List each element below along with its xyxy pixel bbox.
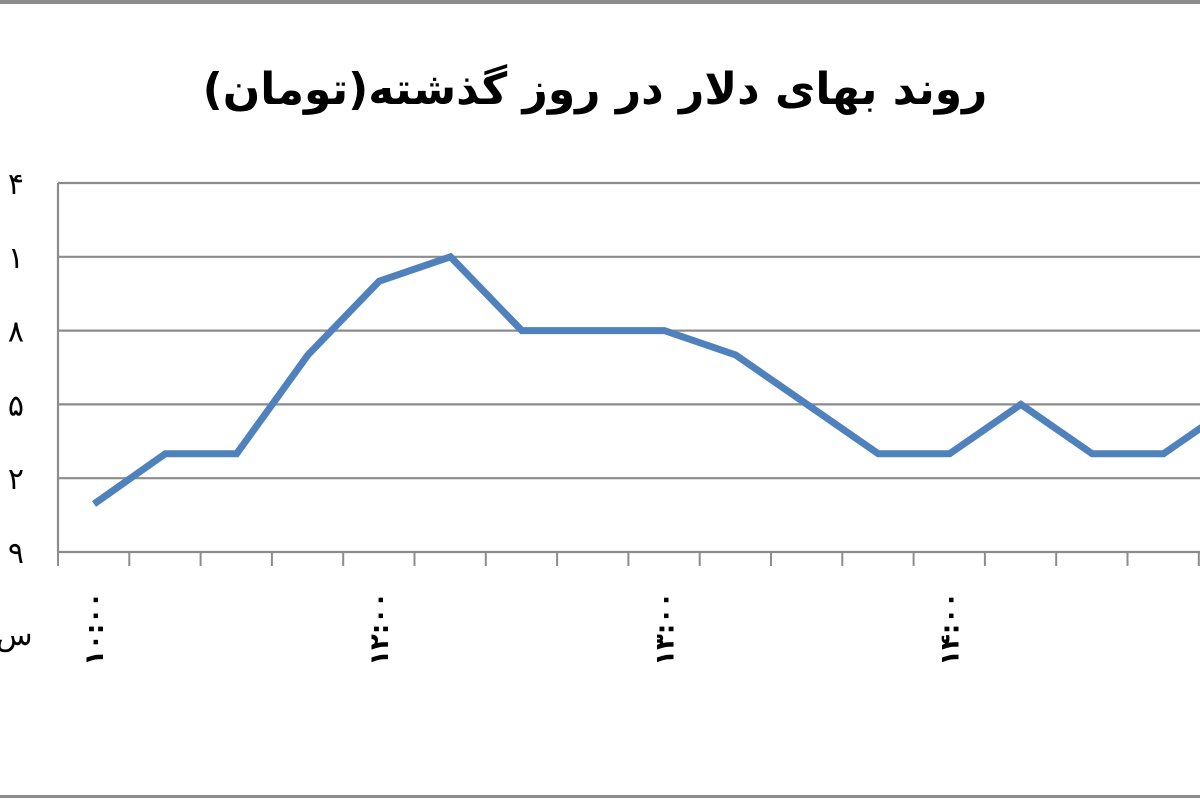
tick-labels: ۹ ۲ ۵ ۸ ۱ ۴ ۱۰:۰۰ ۱۲:۰۰ ۱۳:۰۰ ۱۴:۰۰ س — [0, 167, 966, 666]
x-tick-label: ۱۰:۰۰ — [80, 592, 110, 666]
x-tick-label: ۱۲:۰۰ — [365, 592, 395, 666]
series-layer — [91, 252, 1200, 507]
series-line — [91, 252, 1200, 507]
x-tick-label: ۱۳:۰۰ — [650, 592, 680, 666]
y-tick-label: ۹ — [8, 536, 24, 571]
axes — [56, 183, 1200, 566]
chart-frame-top — [0, 0, 1200, 4]
x-axis-edge-label: س — [0, 618, 33, 653]
x-tick-label: ۱۴:۰۰ — [936, 592, 966, 666]
y-tick-label: ۱ — [8, 241, 24, 276]
y-tick-label: ۲ — [8, 462, 24, 497]
chart-frame-bottom — [0, 795, 1200, 798]
chart-title: روند بهای دلار در روز گذشته(تومان) — [202, 64, 988, 115]
y-tick-label: ۵ — [8, 388, 24, 423]
y-tick-label: ۴ — [8, 167, 24, 202]
y-tick-label: ۸ — [8, 315, 24, 350]
